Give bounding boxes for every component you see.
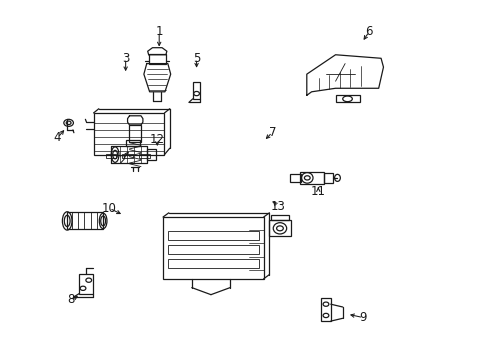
- Bar: [105, 154, 116, 158]
- Bar: [335, 95, 359, 102]
- Bar: [139, 154, 149, 158]
- Bar: [271, 215, 288, 220]
- Bar: [93, 113, 164, 154]
- Bar: [289, 174, 301, 182]
- Text: 2: 2: [118, 154, 126, 167]
- Bar: [321, 298, 330, 321]
- Bar: [300, 171, 324, 184]
- Text: 8: 8: [67, 293, 75, 306]
- Text: 6: 6: [365, 25, 372, 38]
- Bar: [122, 154, 133, 158]
- Text: 3: 3: [122, 52, 129, 65]
- Text: 5: 5: [192, 52, 200, 65]
- Text: 10: 10: [102, 202, 117, 215]
- Bar: [167, 259, 258, 268]
- Text: 11: 11: [310, 185, 325, 198]
- Bar: [192, 82, 200, 99]
- Bar: [163, 217, 263, 279]
- Bar: [147, 149, 156, 160]
- Bar: [269, 220, 290, 237]
- Bar: [67, 212, 103, 229]
- Bar: [129, 125, 141, 142]
- Text: 13: 13: [270, 200, 285, 213]
- Text: 4: 4: [54, 131, 61, 144]
- Bar: [324, 173, 332, 183]
- Bar: [148, 54, 165, 64]
- Bar: [79, 274, 92, 294]
- Bar: [167, 245, 258, 254]
- Bar: [167, 231, 258, 240]
- Text: 1: 1: [155, 25, 163, 38]
- Bar: [125, 140, 140, 146]
- Text: 12: 12: [149, 133, 164, 146]
- Text: 7: 7: [268, 126, 276, 139]
- Text: 9: 9: [359, 311, 366, 324]
